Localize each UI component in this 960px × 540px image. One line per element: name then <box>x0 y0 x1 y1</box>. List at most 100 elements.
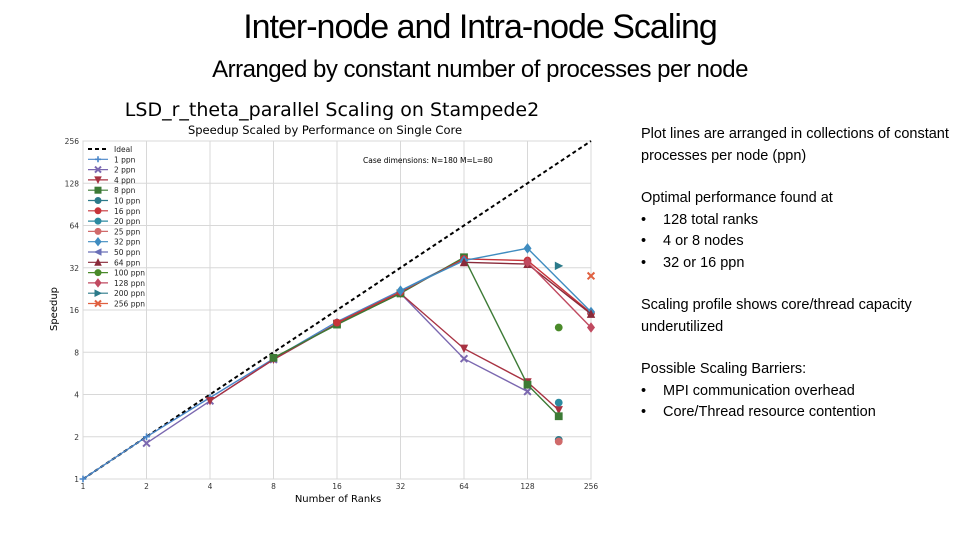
legend-label: 16 ppn <box>114 207 140 216</box>
y-axis-label: Speedup <box>49 287 60 331</box>
legend-label: 8 ppn <box>114 186 136 195</box>
legend-label: Ideal <box>114 145 132 154</box>
y-tick-label: 32 <box>69 264 79 273</box>
series-128-ppn <box>523 257 596 333</box>
legend-marker <box>94 299 102 308</box>
legend-marker <box>94 207 102 215</box>
legend-label: 25 ppn <box>114 227 140 236</box>
case-dimensions-annotation: Case dimensions: N=180 M=L=80 <box>363 156 493 165</box>
optimal-block: Optimal performance found at 128 total r… <box>641 188 951 274</box>
legend-marker <box>94 186 102 194</box>
series-line <box>82 140 592 480</box>
y-tick-label: 128 <box>65 179 80 188</box>
legend-label: 4 ppn <box>114 176 136 185</box>
notes-panel: Plot lines are arranged in collections o… <box>641 124 951 445</box>
optimal-list: 128 total ranks 4 or 8 nodes 32 or 16 pp… <box>641 210 951 275</box>
notes-ppn-text: Plot lines are arranged in collections o… <box>641 126 949 164</box>
data-point <box>143 433 150 441</box>
legend-marker <box>94 236 102 247</box>
y-tick-label: 16 <box>69 306 79 315</box>
series-25-ppn <box>554 437 563 446</box>
legend-entry: 8 ppn <box>88 186 136 195</box>
legend-label: 2 ppn <box>114 166 136 175</box>
x-tick-label: 32 <box>396 482 406 491</box>
optimal-heading: Optimal performance found at <box>641 190 833 206</box>
legend-marker <box>94 289 103 298</box>
list-item: 32 or 16 ppn <box>641 253 951 275</box>
legend-entry: 2 ppn <box>88 166 136 175</box>
data-point <box>79 475 87 483</box>
chart-title: LSD_r_theta_parallel Scaling on Stampede… <box>125 99 539 121</box>
y-tick-label: 64 <box>69 222 79 231</box>
data-point <box>554 412 563 421</box>
legend-entry: 50 ppn <box>88 248 140 257</box>
x-tick-label: 2 <box>144 482 149 491</box>
list-item: Core/Thread resource contention <box>641 402 951 424</box>
legend-marker <box>94 227 102 235</box>
legend-marker <box>94 197 102 204</box>
series-line <box>400 247 592 313</box>
legend-entry: 1 ppn <box>88 155 136 164</box>
slide-title: Inter-node and Intra-node Scaling <box>243 8 718 46</box>
series-100-ppn <box>554 323 563 332</box>
list-item: 4 or 8 nodes <box>641 231 951 253</box>
data-point <box>142 439 151 448</box>
legend-entry: 256 ppn <box>88 300 145 309</box>
data-point <box>554 406 563 415</box>
legend-entry: 20 ppn <box>88 217 140 226</box>
barriers-block: Possible Scaling Barriers: MPI communica… <box>641 359 951 424</box>
legend-label: 32 ppn <box>114 238 140 247</box>
y-tick-label: 256 <box>65 137 80 146</box>
legend-entry: 200 ppn <box>88 289 145 298</box>
plot-area: 1 2 4 8 16 32 64 128 256 1 2 4 8 16 32 64 128 256 <box>65 137 599 491</box>
y-tick-label: 8 <box>74 348 79 357</box>
data-point <box>269 353 278 362</box>
legend-entry: 4 ppn <box>88 176 136 185</box>
legend-entry: 25 ppn <box>88 227 140 236</box>
legend-marker <box>94 278 102 288</box>
legend-entry: 16 ppn <box>88 207 140 216</box>
x-axis-label: Number of Ranks <box>295 494 381 505</box>
legend-label: 20 ppn <box>114 217 140 226</box>
data-point <box>586 322 596 333</box>
legend-label: 100 ppn <box>114 269 145 278</box>
data-point <box>523 380 532 389</box>
legend-label: 128 ppn <box>114 279 145 288</box>
legend-label: 50 ppn <box>114 248 140 257</box>
series-256-ppn <box>586 271 596 280</box>
series-ideal <box>82 140 592 480</box>
legend-marker <box>94 165 102 174</box>
data-point <box>554 398 563 407</box>
data-point <box>459 344 469 354</box>
data-point <box>459 257 469 267</box>
list-item: MPI communication overhead <box>641 381 951 403</box>
scaling-chart: LSD_r_theta_parallel Scaling on Stampede… <box>49 99 599 505</box>
legend-marker <box>93 248 102 256</box>
data-point <box>333 318 341 327</box>
x-tick-label: 4 <box>208 482 213 491</box>
legend-label: 200 ppn <box>114 289 145 298</box>
legend-marker <box>94 269 102 277</box>
data-point <box>554 323 563 332</box>
legend-entry: Ideal <box>88 145 132 154</box>
legend-entry: 10 ppn <box>88 197 140 206</box>
legend-entry: 128 ppn <box>88 278 145 288</box>
legend-marker <box>95 156 101 163</box>
legend-entry: 32 ppn <box>88 236 140 247</box>
legend-marker <box>94 258 102 266</box>
slide-subtitle: Arranged by constant number of processes… <box>212 56 748 83</box>
x-tick-label: 64 <box>459 482 469 491</box>
y-tick-label: 2 <box>74 433 79 442</box>
data-point <box>396 285 405 296</box>
data-point <box>586 271 596 280</box>
x-tick-label: 8 <box>271 482 276 491</box>
x-tick-label: 16 <box>332 482 342 491</box>
data-point <box>523 257 532 268</box>
series-20-ppn <box>554 398 563 407</box>
data-point <box>523 387 532 396</box>
notes-capacity-text: Scaling profile shows core/thread capaci… <box>641 297 912 335</box>
barriers-list: MPI communication overhead Core/Thread r… <box>641 381 951 424</box>
chart-subtitle: Speedup Scaled by Performance on Single … <box>188 123 462 137</box>
x-tick-label: 256 <box>584 482 599 491</box>
